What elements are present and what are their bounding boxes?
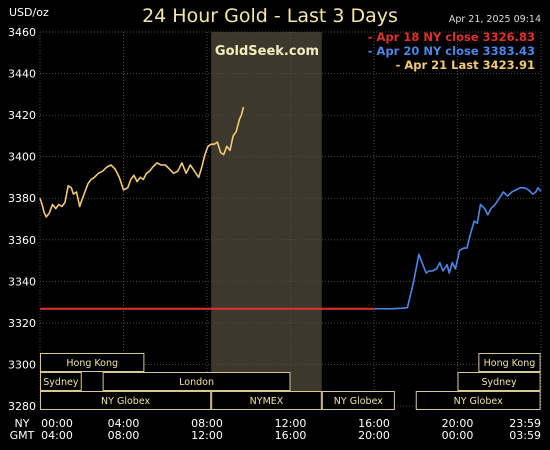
session-label: NY Globex [454,396,503,407]
x-tick-label-gmt: 12:00 [191,429,223,442]
nymex-band [211,32,322,410]
y-tick-label: 3400 [8,151,36,164]
session-box [40,353,145,372]
y-axis-ticks: 3460 3440 3420 3400 3380 3360 3340 3320 3300 3280 [8,26,36,413]
series-line-apr21-last [39,106,245,218]
series-line-apr20-close [373,187,542,310]
chart-title: 24 Hour Gold - Last 3 Days [142,5,398,27]
session-london: London [102,372,291,391]
y-tick-label: 3320 [8,317,36,330]
session-label: NYMEX [250,396,284,407]
x-tick-label-gmt: 16:00 [275,429,307,442]
x-axis-ticks: 00:0004:0004:0008:0008:0012:0012:0016:00… [41,417,541,442]
session-label: Hong Kong [484,358,536,369]
y-tick-label: 3340 [8,275,36,288]
nymex-band-layer [211,32,322,410]
session-box [415,391,541,410]
x-tick-label-gmt: 08:00 [108,429,140,442]
legend-entry-apr20: - Apr 20 NY close 3383.43 [368,44,535,58]
trading-sessions: Hong Kong Hong Kong Sydney London Sydney NY G… [40,353,541,410]
y-tick-label: 3380 [8,192,36,205]
y-tick-label: 3420 [8,109,36,122]
session-label: NY Globex [101,396,150,407]
series-layer [39,106,542,310]
legend: - Apr 18 NY close 3326.83 - Apr 20 NY cl… [368,30,535,72]
x-tick-label-ny: 12:00 [275,417,307,430]
x-tick-label-ny: 04:00 [108,417,140,430]
session-sydney: Sydney [40,372,82,391]
session-label: NY Globex [334,396,383,407]
x-tick-label-ny: 08:00 [191,417,223,430]
x-tick-label-ny: 20:00 [442,417,474,430]
session-box [102,372,291,391]
y-tick-label: 3460 [8,26,36,39]
legend-entry-apr18: - Apr 18 NY close 3326.83 [368,30,535,44]
legend-entry-apr21: - Apr 21 Last 3423.91 [396,58,535,72]
x-tick-label-gmt: 03:59 [509,429,541,442]
session-label: London [179,377,214,388]
session-box [40,372,82,391]
timestamp: Apr 21, 2025 09:14 [449,14,541,25]
x-tick-label-ny: 16:00 [358,417,390,430]
x-tick-label-ny: 23:59 [509,417,541,430]
x-tick-label-ny: 00:00 [41,417,73,430]
ny-row-label: NY [15,417,30,430]
x-tick-label-gmt: 00:00 [442,429,474,442]
session-ny-globex: NY Globex [415,391,541,410]
session-nymex: NYMEX [211,391,322,410]
y-tick-label: 3280 [8,400,36,413]
session-box [478,353,541,372]
session-sydney: Sydney [457,372,541,391]
y-tick-label: 3360 [8,234,36,247]
goldseek-watermark: GoldSeek.com [215,44,319,59]
x-tick-label-gmt: 04:00 [41,429,73,442]
session-hong-kong: Hong Kong [40,353,145,372]
session-hong-kong: Hong Kong [478,353,541,372]
session-ny-globex: NY Globex [321,391,395,410]
session-box [457,372,541,391]
session-ny-globex: NY Globex [40,391,212,410]
gmt-row-label: GMT [10,429,35,442]
session-box [211,391,322,410]
unit-label: USD/oz [9,6,49,19]
session-label: Sydney [481,377,517,388]
session-label: Sydney [43,377,79,388]
x-tick-label-gmt: 20:00 [358,429,390,442]
session-box [40,391,212,410]
y-tick-label: 3300 [8,358,36,371]
y-tick-label: 3440 [8,68,36,81]
session-box [321,391,395,410]
session-label: Hong Kong [66,358,118,369]
